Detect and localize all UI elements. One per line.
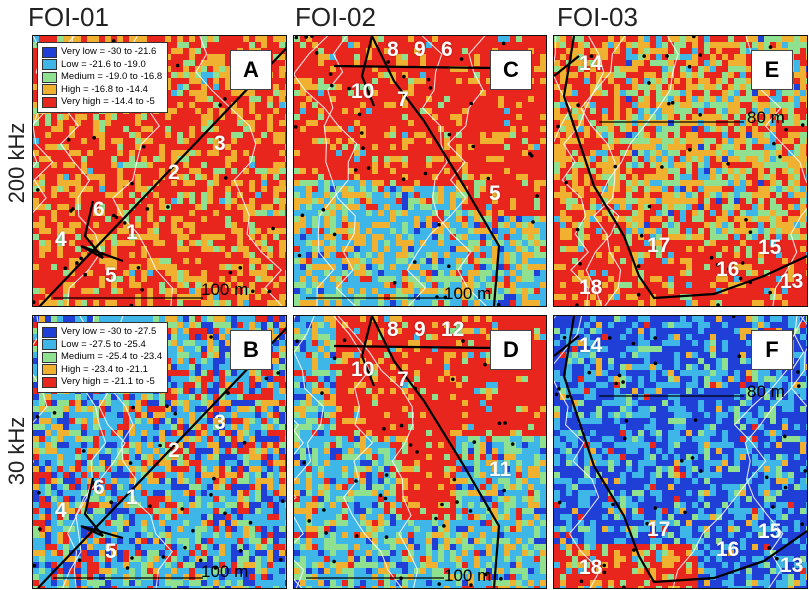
site-marker: 6 — [441, 38, 453, 61]
site-marker: 10 — [351, 358, 375, 381]
legend-label: High = -16.8 to -14.4 — [61, 83, 148, 95]
scale-label: 100 m — [444, 566, 492, 585]
swatch-high — [42, 84, 57, 96]
legend-label: Low = -27.5 to -25.4 — [61, 338, 146, 350]
map-panel-c: C 8 9 6 10 7 5 100 m — [293, 35, 547, 307]
site-marker: 18 — [579, 556, 603, 579]
site-marker: 11 — [489, 458, 512, 481]
panel-letter-e: E — [751, 50, 793, 90]
legend-item: Medium = -19.0 to -16.8 — [42, 71, 162, 84]
site-marker: 10 — [351, 80, 375, 103]
map-panel-d: D 8 9 12 10 7 11 100 m — [293, 315, 547, 589]
site-marker: 5 — [489, 182, 501, 205]
row-title-30khz: 30 kHz — [4, 416, 29, 486]
legend-item: Very high = -21.1 to -5 — [42, 376, 162, 389]
swatch-low — [42, 59, 57, 71]
site-marker: 18 — [579, 276, 603, 299]
legend-label: Very high = -14.4 to -5 — [61, 96, 155, 107]
site-marker: 14 — [579, 334, 603, 357]
site-marker: 9 — [414, 38, 426, 61]
site-marker: 3 — [214, 132, 226, 155]
site-marker: 17 — [647, 518, 671, 541]
scale-label: 100 m — [444, 284, 492, 303]
site-marker: 16 — [716, 258, 740, 281]
site-marker: 7 — [397, 368, 409, 391]
legend-label: Very low = -30 to -27.5 — [61, 326, 157, 337]
backscatter-map-f — [554, 316, 807, 588]
site-marker: 2 — [168, 161, 180, 184]
swatch-very-low — [42, 326, 57, 338]
legend-200khz: Very low = -30 to -21.6 Low = -21.6 to -… — [37, 42, 169, 113]
column-title-foi-02: FOI-02 — [295, 2, 376, 32]
legend-item: High = -23.4 to -21.1 — [42, 364, 162, 377]
legend-item: Low = -27.5 to -25.4 — [42, 339, 162, 352]
swatch-low — [42, 339, 57, 351]
site-marker: 1 — [126, 486, 138, 509]
site-marker: 6 — [93, 198, 105, 221]
legend-label: Very low = -30 to -21.6 — [61, 46, 157, 57]
scale-label: 80 m — [747, 382, 785, 401]
map-panel-b: Very low = -30 to -27.5 Low = -27.5 to -… — [32, 315, 287, 589]
site-marker: 9 — [414, 318, 426, 341]
site-marker: 2 — [168, 439, 180, 462]
site-marker: 1 — [126, 221, 138, 244]
legend-label: High = -23.4 to -21.1 — [61, 363, 148, 375]
legend-label: Medium = -19.0 to -16.8 — [61, 71, 163, 82]
backscatter-map-e — [554, 36, 807, 306]
site-marker: 4 — [55, 228, 67, 251]
site-marker: 17 — [647, 234, 671, 257]
legend-30khz: Very low = -30 to -27.5 Low = -27.5 to -… — [37, 322, 169, 393]
legend-label: Medium = -25.4 to -23.4 — [61, 351, 163, 362]
backscatter-map-b — [33, 316, 286, 588]
row-title-200khz: 200 kHz — [4, 122, 29, 204]
swatch-very-low — [42, 46, 57, 58]
swatch-very-high — [42, 96, 57, 108]
site-marker: 13 — [780, 270, 804, 293]
site-marker: 8 — [387, 38, 399, 61]
scale-label: 80 m — [747, 108, 785, 127]
legend-label: Low = -21.6 to -19.0 — [61, 58, 146, 70]
panel-letter-c: C — [490, 50, 532, 90]
legend-item: Low = -21.6 to -19.0 — [42, 59, 162, 72]
legend-label: Very high = -21.1 to -5 — [61, 376, 155, 387]
map-panel-a: Very low = -30 to -21.6 Low = -21.6 to -… — [32, 35, 287, 307]
site-marker: 13 — [780, 554, 804, 577]
site-marker: 15 — [758, 520, 782, 543]
map-panel-f: F 14 17 15 16 18 13 80 m — [553, 315, 808, 589]
site-marker: 5 — [105, 540, 117, 563]
column-title-foi-03: FOI-03 — [557, 2, 638, 32]
panel-letter-f: F — [751, 330, 793, 370]
swatch-medium — [42, 71, 57, 83]
panel-letter-b: B — [230, 330, 272, 370]
site-marker: 14 — [579, 52, 603, 75]
legend-item: High = -16.8 to -14.4 — [42, 84, 162, 97]
legend-item: Very low = -30 to -21.6 — [42, 46, 162, 59]
swatch-high — [42, 364, 57, 376]
site-marker: 6 — [93, 476, 105, 499]
site-marker: 7 — [397, 88, 409, 111]
site-marker: 8 — [387, 318, 399, 341]
scale-label: 100 m — [201, 280, 249, 299]
legend-item: Medium = -25.4 to -23.4 — [42, 351, 162, 364]
site-marker: 5 — [105, 264, 117, 287]
swatch-very-high — [42, 376, 57, 388]
site-marker: 16 — [716, 538, 740, 561]
site-marker: 4 — [55, 499, 67, 522]
swatch-medium — [42, 351, 57, 363]
scale-label: 100 m — [201, 562, 249, 581]
legend-item: Very high = -14.4 to -5 — [42, 96, 162, 109]
map-panel-e: E 14 17 15 16 18 13 80 m — [553, 35, 808, 307]
site-marker: 12 — [441, 318, 465, 341]
site-marker: 15 — [758, 236, 782, 259]
panel-letter-d: D — [490, 330, 532, 370]
site-marker: 3 — [214, 411, 226, 434]
legend-item: Very low = -30 to -27.5 — [42, 326, 162, 339]
panel-letter-a: A — [230, 50, 272, 90]
column-title-foi-01: FOI-01 — [28, 2, 109, 32]
